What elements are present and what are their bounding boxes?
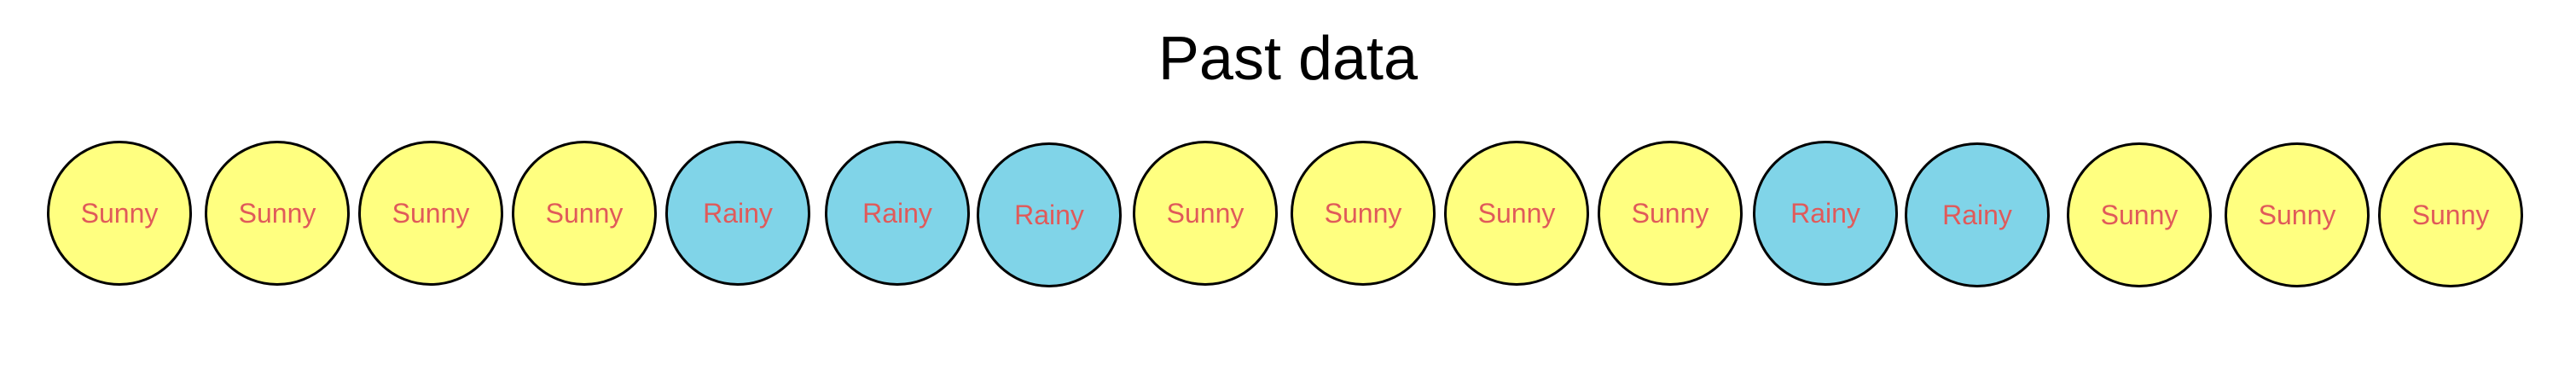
day-circle-sunny: Sunny bbox=[2225, 142, 2370, 287]
day-circle-rainy: Rainy bbox=[665, 141, 810, 286]
day-label: Sunny bbox=[1166, 197, 1244, 229]
day-label: Sunny bbox=[392, 197, 470, 229]
day-circle-rainy: Rainy bbox=[825, 141, 970, 286]
day-circle-sunny: Sunny bbox=[1598, 141, 1743, 286]
day-label: Rainy bbox=[1942, 199, 2012, 230]
day-label: Sunny bbox=[1631, 197, 1709, 229]
day-label: Sunny bbox=[80, 197, 159, 229]
day-circle-sunny: Sunny bbox=[512, 141, 657, 286]
day-label: Rainy bbox=[862, 197, 932, 229]
day-label: Rainy bbox=[703, 197, 773, 229]
day-label: Sunny bbox=[1477, 197, 1556, 229]
day-label: Sunny bbox=[2258, 199, 2336, 230]
day-label: Sunny bbox=[238, 197, 316, 229]
day-label: Sunny bbox=[1324, 197, 1402, 229]
diagram-title: Past data bbox=[1157, 25, 1419, 93]
day-circle-sunny: Sunny bbox=[1444, 141, 1589, 286]
day-circle-sunny: Sunny bbox=[2067, 142, 2212, 287]
day-circle-sunny: Sunny bbox=[358, 141, 503, 286]
day-circle-sunny: Sunny bbox=[1133, 141, 1278, 286]
day-circle-sunny: Sunny bbox=[1291, 141, 1436, 286]
day-circle-sunny: Sunny bbox=[205, 141, 350, 286]
day-label: Sunny bbox=[545, 197, 624, 229]
day-label: Rainy bbox=[1790, 197, 1860, 229]
day-circle-rainy: Rainy bbox=[1905, 142, 2050, 287]
day-label: Sunny bbox=[2411, 199, 2490, 230]
day-circle-sunny: Sunny bbox=[2378, 142, 2523, 287]
day-circle-rainy: Rainy bbox=[977, 142, 1122, 287]
day-label: Sunny bbox=[2100, 199, 2179, 230]
day-circle-rainy: Rainy bbox=[1753, 141, 1898, 286]
day-label: Rainy bbox=[1014, 199, 1084, 230]
day-circle-sunny: Sunny bbox=[47, 141, 192, 286]
